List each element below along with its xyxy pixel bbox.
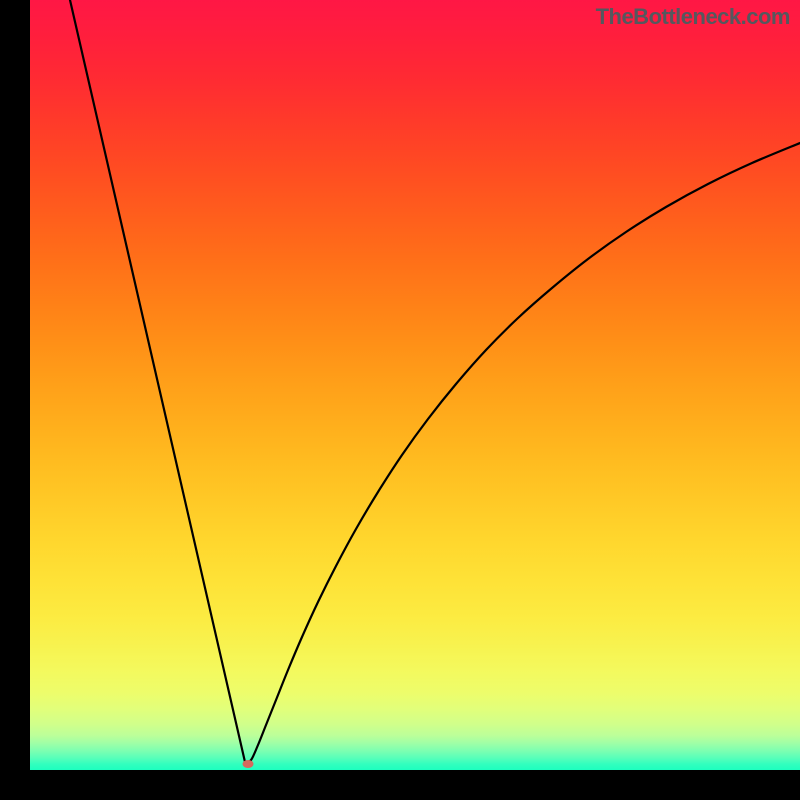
chart-container: TheBottleneck.com	[0, 0, 800, 800]
bottleneck-chart	[0, 0, 800, 800]
